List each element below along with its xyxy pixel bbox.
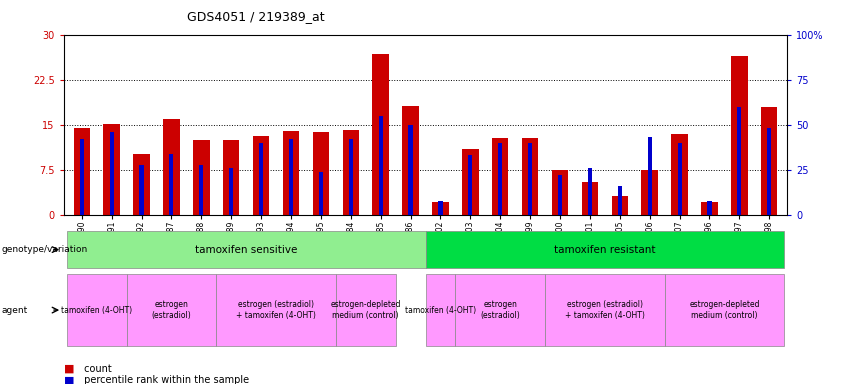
Bar bbox=[80, 139, 83, 215]
Bar bbox=[671, 134, 688, 215]
Bar bbox=[253, 136, 269, 215]
Text: estrogen-depleted
medium (control): estrogen-depleted medium (control) bbox=[330, 300, 401, 320]
Bar bbox=[73, 128, 90, 215]
Bar bbox=[319, 172, 323, 215]
Bar bbox=[618, 186, 622, 215]
Bar bbox=[761, 107, 778, 215]
Bar bbox=[462, 149, 478, 215]
Bar bbox=[582, 182, 598, 215]
Bar bbox=[768, 128, 771, 215]
Text: estrogen (estradiol)
+ tamoxifen (4-OHT): estrogen (estradiol) + tamoxifen (4-OHT) bbox=[236, 300, 316, 320]
Bar bbox=[283, 131, 300, 215]
Bar bbox=[289, 139, 293, 215]
Bar bbox=[343, 130, 359, 215]
Bar bbox=[140, 164, 144, 215]
Bar bbox=[522, 138, 539, 215]
Bar bbox=[731, 56, 747, 215]
Text: tamoxifen sensitive: tamoxifen sensitive bbox=[195, 245, 297, 255]
Bar bbox=[648, 137, 652, 215]
Bar bbox=[528, 143, 532, 215]
Bar bbox=[426, 231, 784, 268]
Text: tamoxifen (4-OHT): tamoxifen (4-OHT) bbox=[405, 306, 476, 314]
Bar bbox=[67, 231, 426, 268]
Bar bbox=[432, 202, 448, 215]
Bar bbox=[134, 154, 150, 215]
Text: estrogen (estradiol)
+ tamoxifen (4-OHT): estrogen (estradiol) + tamoxifen (4-OHT) bbox=[565, 300, 645, 320]
Bar bbox=[455, 274, 545, 346]
Text: percentile rank within the sample: percentile rank within the sample bbox=[81, 375, 249, 384]
Text: agent: agent bbox=[2, 306, 28, 314]
Bar bbox=[551, 170, 568, 215]
Bar bbox=[588, 168, 592, 215]
Text: count: count bbox=[81, 364, 111, 374]
Text: GDS4051 / 219389_at: GDS4051 / 219389_at bbox=[187, 10, 325, 23]
Bar bbox=[737, 107, 741, 215]
Text: estrogen-depleted
medium (control): estrogen-depleted medium (control) bbox=[689, 300, 760, 320]
Bar bbox=[612, 196, 628, 215]
Bar bbox=[259, 143, 263, 215]
Text: genotype/variation: genotype/variation bbox=[2, 245, 88, 254]
Bar bbox=[312, 132, 329, 215]
Bar bbox=[379, 116, 383, 215]
Bar bbox=[336, 274, 396, 346]
Bar bbox=[67, 274, 127, 346]
Bar bbox=[408, 125, 413, 215]
Text: tamoxifen resistant: tamoxifen resistant bbox=[554, 245, 655, 255]
Bar bbox=[199, 164, 203, 215]
Text: tamoxifen (4-OHT): tamoxifen (4-OHT) bbox=[61, 306, 132, 314]
Bar bbox=[349, 139, 353, 215]
Bar bbox=[677, 143, 682, 215]
Bar bbox=[558, 175, 562, 215]
Bar bbox=[127, 274, 216, 346]
Bar bbox=[701, 202, 717, 215]
Text: ■: ■ bbox=[64, 364, 74, 374]
Bar bbox=[216, 274, 336, 346]
Bar bbox=[468, 156, 472, 215]
Text: estrogen
(estradiol): estrogen (estradiol) bbox=[151, 300, 191, 320]
Bar bbox=[223, 140, 239, 215]
Bar bbox=[373, 54, 389, 215]
Bar bbox=[545, 274, 665, 346]
Bar bbox=[426, 274, 455, 346]
Text: estrogen
(estradiol): estrogen (estradiol) bbox=[480, 300, 520, 320]
Bar bbox=[169, 154, 174, 215]
Bar bbox=[229, 168, 233, 215]
Bar bbox=[707, 200, 711, 215]
Bar bbox=[665, 274, 784, 346]
Bar bbox=[104, 124, 120, 215]
Bar bbox=[642, 170, 658, 215]
Bar bbox=[438, 200, 443, 215]
Bar bbox=[492, 138, 508, 215]
Bar bbox=[403, 106, 419, 215]
Bar bbox=[193, 140, 209, 215]
Bar bbox=[163, 119, 180, 215]
Bar bbox=[498, 143, 502, 215]
Text: ■: ■ bbox=[64, 375, 74, 384]
Bar bbox=[110, 132, 114, 215]
